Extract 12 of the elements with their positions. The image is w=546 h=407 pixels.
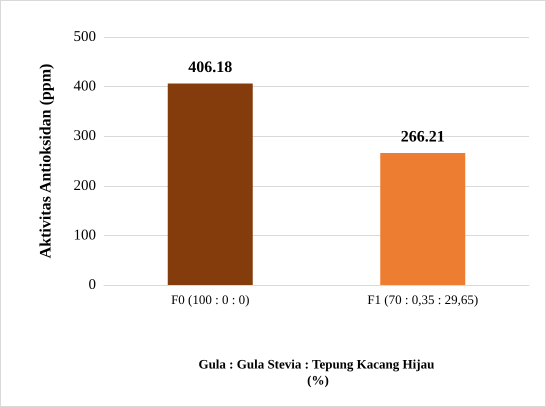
y-tick-label: 300 xyxy=(74,128,96,144)
y-tick-label: 0 xyxy=(88,277,96,293)
x-tick-label: F1 (70 : 0,35 : 29,65) xyxy=(367,292,478,307)
y-tick-label: 200 xyxy=(74,178,96,194)
y-axis-title: Aktivitas Antioksidan (ppm) xyxy=(38,64,54,258)
x-tick-label: F0 (100 : 0 : 0) xyxy=(171,292,250,307)
y-tick-label: 400 xyxy=(74,78,96,95)
y-tick-label: 100 xyxy=(74,227,96,244)
data-label: 266.21 xyxy=(400,128,445,146)
x-axis-title: Gula : Gula Stevia : Tepung Kacang Hijau (%) xyxy=(198,356,438,388)
data-label: 406.18 xyxy=(188,59,232,76)
y-tick-label: 500 xyxy=(74,29,96,45)
